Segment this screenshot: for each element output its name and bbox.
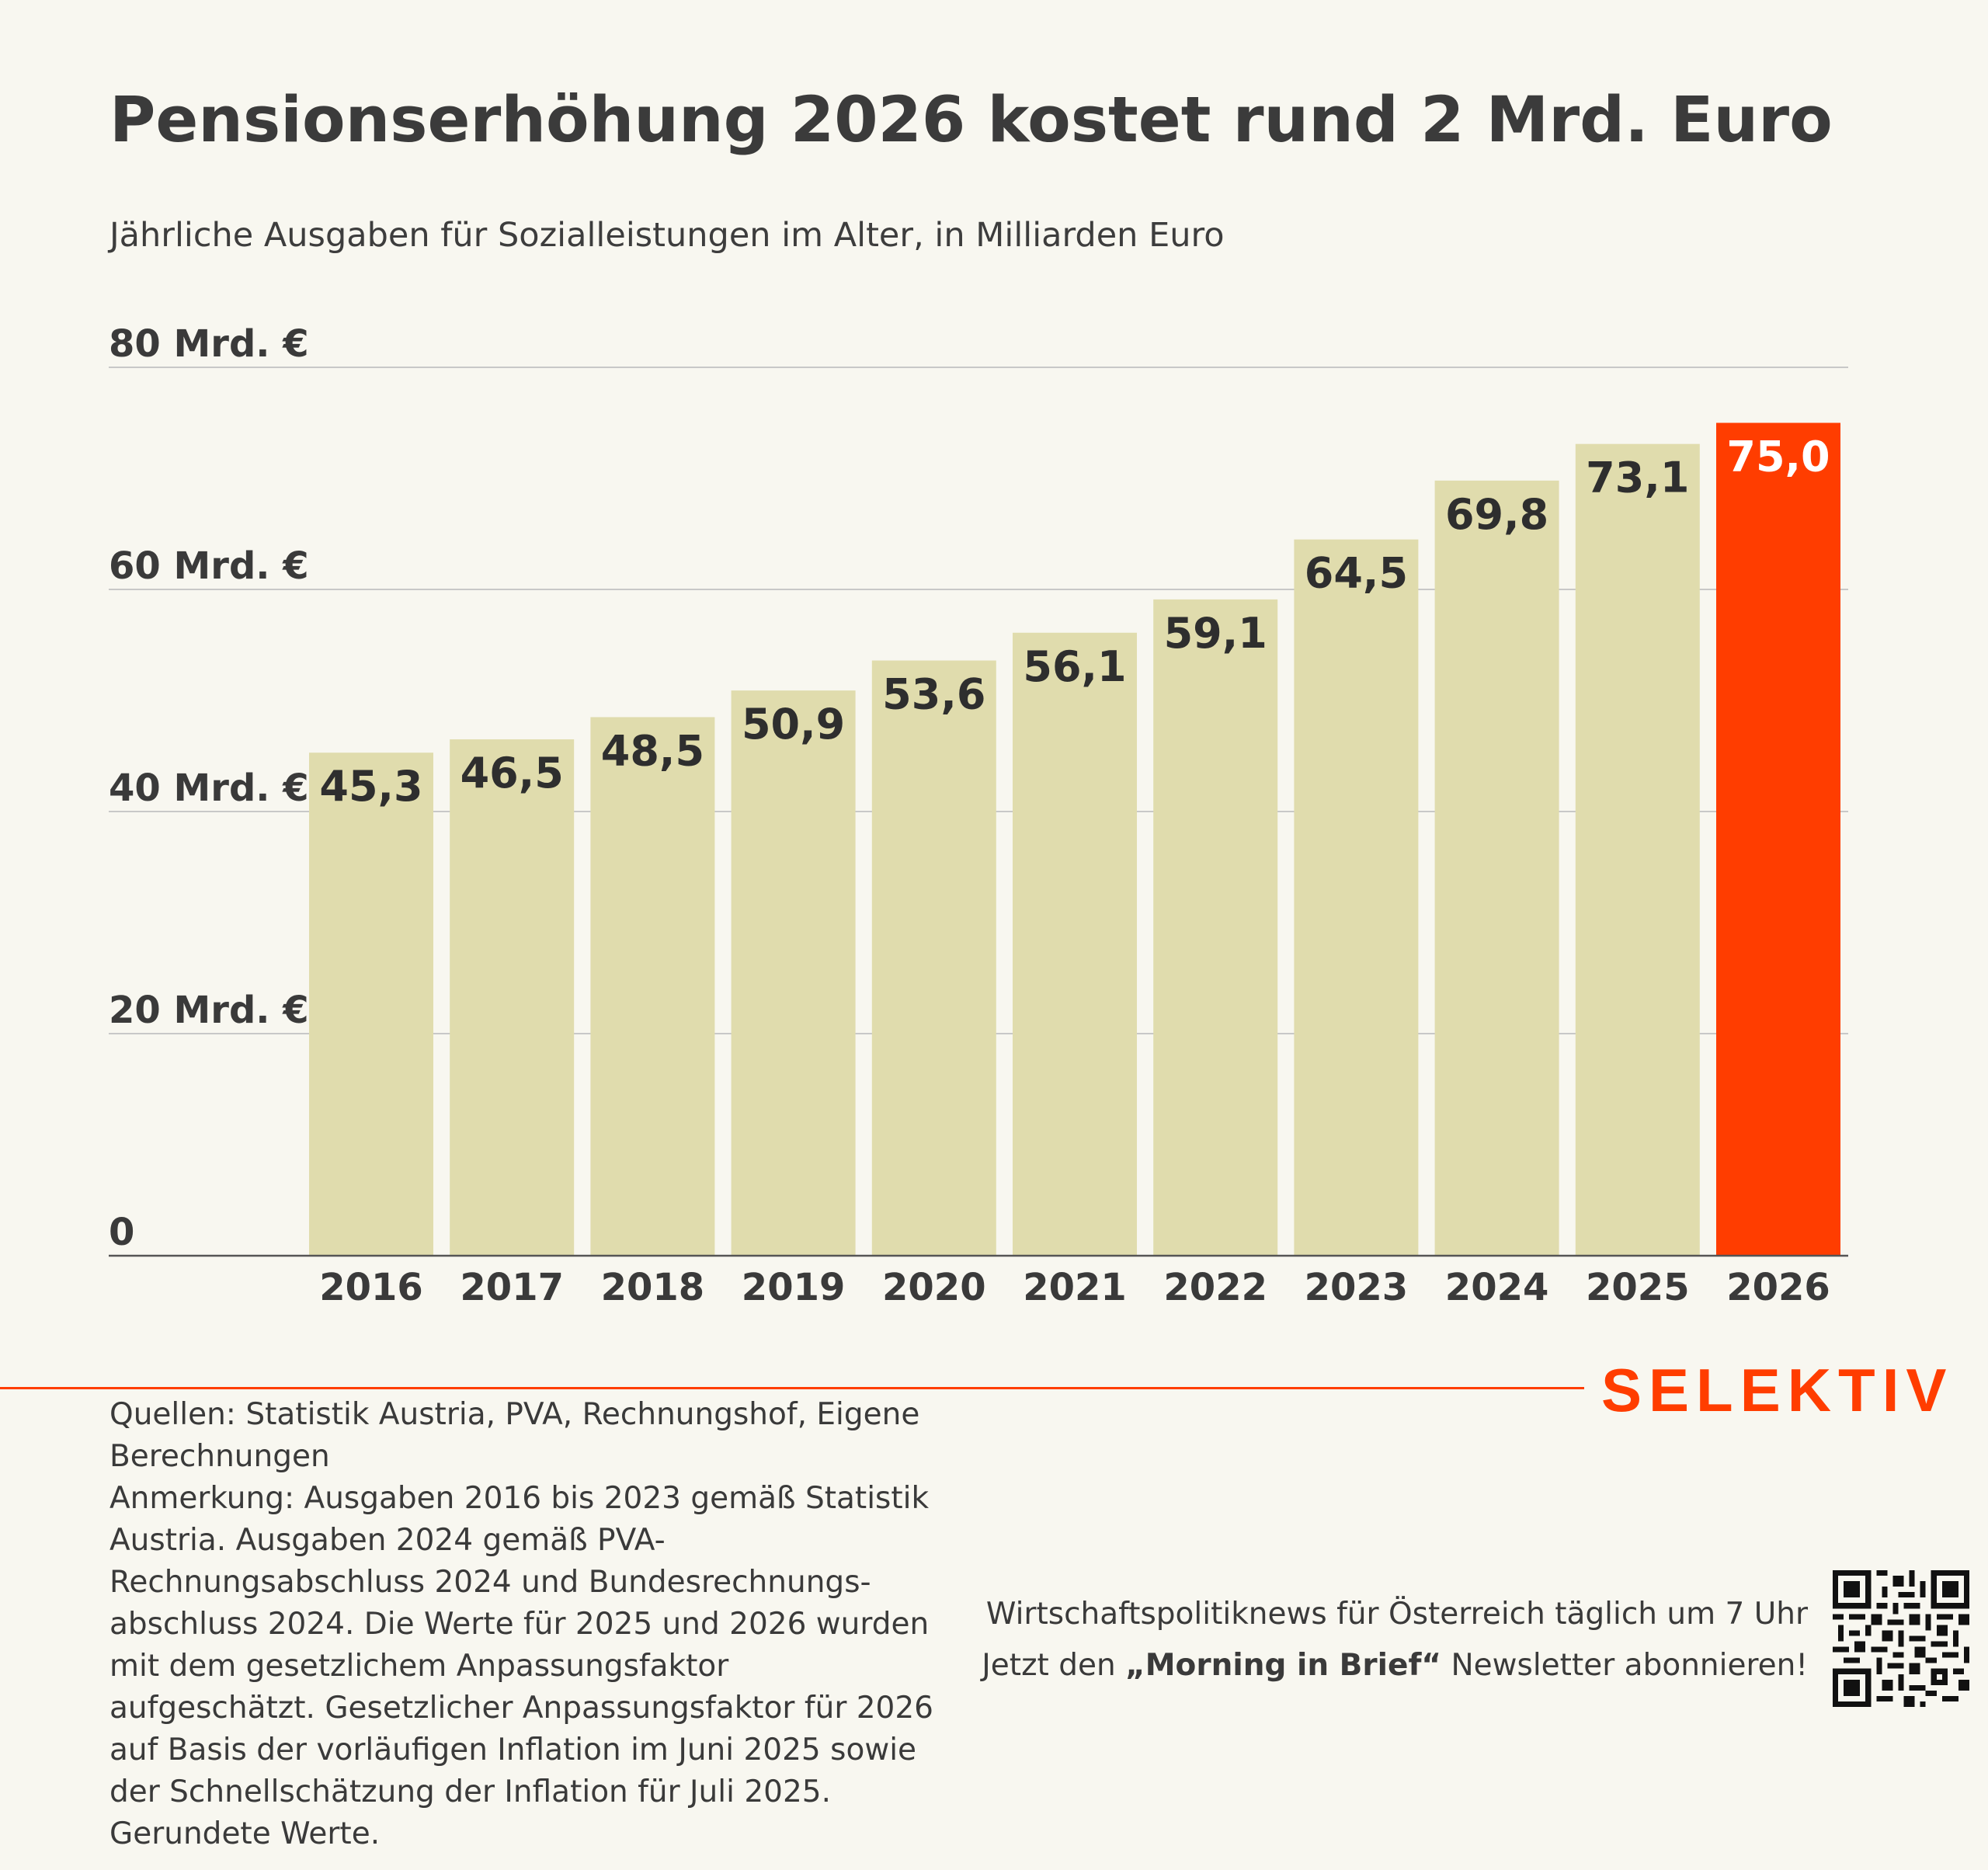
x-tick-label: 2019 — [742, 1266, 846, 1309]
bar-2017 — [450, 739, 575, 1256]
bar-2021 — [1013, 632, 1137, 1256]
y-tick-label: 80 Mrd. € — [109, 322, 309, 366]
promo-text-post: Newsletter abonnieren! — [1441, 1648, 1808, 1683]
bar-2020 — [871, 660, 996, 1256]
x-tick-label: 2022 — [1163, 1266, 1267, 1309]
data-label: 56,1 — [1023, 642, 1126, 691]
chart-title: Pensionserhöhung 2026 kostet rund 2 Mrd.… — [109, 84, 1833, 157]
promo-text-pre: Jetzt den — [982, 1648, 1126, 1683]
data-label: 73,1 — [1586, 454, 1689, 502]
data-label: 69,8 — [1445, 490, 1548, 539]
bar-chart: 45,3 46,5 48,5 50,9 53,6 56,1 59,1 64,5 69,8 73,1… — [109, 322, 1848, 1309]
x-tick-label: 2017 — [460, 1266, 564, 1309]
data-label: 53,6 — [882, 670, 985, 719]
x-tick-label: 2026 — [1726, 1266, 1830, 1309]
qr-code-icon[interactable] — [1833, 1570, 1969, 1707]
sources-note: Quellen: Statistik Austria, PVA, Rechnun… — [109, 1394, 940, 1855]
data-label: 50,9 — [742, 700, 845, 749]
chart-subtitle: Jährliche Ausgaben für Sozialleistungen … — [109, 216, 1225, 255]
note-text: Anmerkung: Ausgaben 2016 bis 2023 gemäß … — [109, 1481, 933, 1851]
bar-2023 — [1294, 539, 1419, 1256]
bar-2024 — [1434, 480, 1559, 1256]
data-label: 75,0 — [1726, 433, 1830, 481]
bars — [309, 422, 1840, 1257]
bar-2016 — [309, 753, 433, 1256]
data-label: 59,1 — [1164, 609, 1267, 658]
promo-line-2: Jetzt den „Morning in Brief“ Newsletter … — [982, 1640, 1808, 1691]
x-tick-label: 2020 — [882, 1266, 986, 1309]
promo-line-1: Wirtschaftspolitiknews für Österreich tä… — [985, 1597, 1808, 1632]
y-tick-label: 0 — [109, 1211, 134, 1254]
x-tick-label: 2023 — [1305, 1266, 1409, 1309]
newsletter-name: „Morning in Brief“ — [1125, 1648, 1442, 1683]
data-labels: 45,3 46,5 48,5 50,9 53,6 56,1 59,1 64,5 69,8 73,1… — [319, 433, 1830, 812]
x-tick-label: 2016 — [319, 1266, 423, 1309]
x-tick-label: 2024 — [1445, 1266, 1549, 1309]
x-tick-label: 2021 — [1023, 1266, 1127, 1309]
accent-divider — [0, 1387, 1584, 1389]
newsletter-promo[interactable]: Wirtschaftspolitiknews für Österreich tä… — [982, 1589, 1808, 1691]
y-tick-label: 60 Mrd. € — [109, 544, 309, 588]
y-tick-label: 40 Mrd. € — [109, 766, 309, 810]
x-tick-label: 2018 — [601, 1266, 705, 1309]
axes: 0 20 Mrd. € 40 Mrd. € 60 Mrd. € 80 Mrd. € 201… — [109, 322, 1848, 1309]
sources-text: Quellen: Statistik Austria, PVA, Rechnun… — [109, 1397, 920, 1474]
bar-2022 — [1153, 599, 1278, 1256]
selektiv-logo: SELEKTIV — [1601, 1356, 1954, 1424]
bar-2019 — [731, 690, 856, 1256]
y-tick-label: 20 Mrd. € — [109, 989, 309, 1032]
bar-2018 — [590, 717, 715, 1256]
data-label: 48,5 — [601, 726, 704, 775]
bar-2025 — [1575, 443, 1700, 1257]
data-label: 45,3 — [319, 762, 422, 811]
data-label: 64,5 — [1305, 549, 1408, 598]
bar-2026 — [1716, 422, 1840, 1256]
x-tick-label: 2025 — [1586, 1266, 1690, 1309]
data-label: 46,5 — [461, 749, 564, 798]
